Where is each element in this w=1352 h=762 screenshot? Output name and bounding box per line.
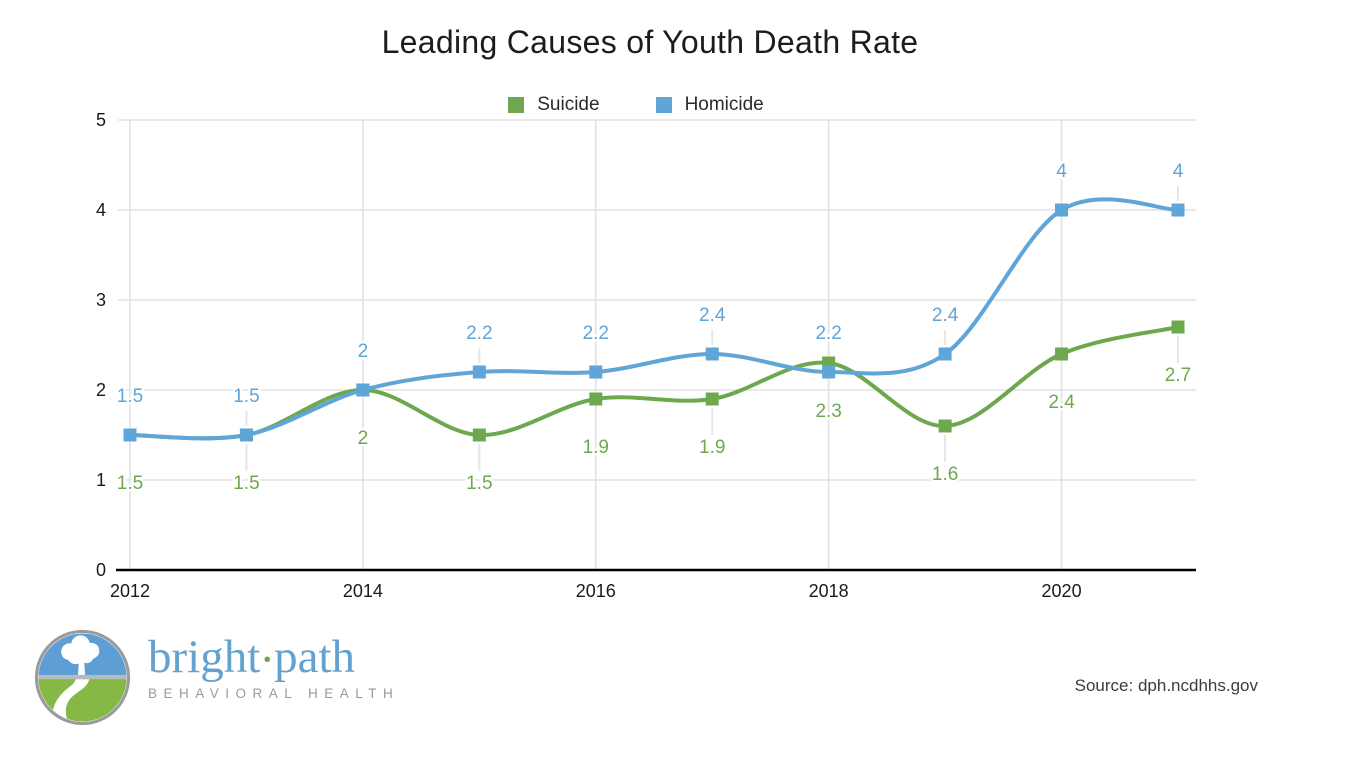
x-tick-label: 2020: [1042, 581, 1082, 601]
y-tick-label: 3: [96, 290, 106, 310]
homicide-data-label: 4: [1056, 161, 1067, 182]
suicide-data-label: 2: [358, 428, 369, 449]
suicide-data-label: 1.5: [233, 473, 259, 494]
suicide-data-label: 2.3: [815, 401, 841, 422]
suicide-data-label: 1.9: [583, 437, 609, 458]
logo-dot-icon: •: [263, 646, 272, 673]
y-tick-label: 5: [96, 110, 106, 130]
homicide-data-label: 4: [1173, 161, 1184, 182]
homicide-point-marker: [938, 347, 952, 361]
homicide-point-marker: [589, 365, 603, 379]
suicide-point-marker: [472, 428, 486, 442]
suicide-data-label: 1.6: [932, 464, 958, 485]
suicide-line: [128, 325, 1180, 441]
suicide-point-marker: [1171, 320, 1185, 334]
chart-title: Leading Causes of Youth Death Rate: [381, 24, 919, 60]
brightpath-logo: bright •path BEHAVIORAL HEALTH: [33, 628, 399, 727]
legend-item-homicide: Homicide: [655, 94, 764, 116]
homicide-swatch-icon: [655, 97, 672, 113]
chart-legend: Suicide Homicide: [0, 94, 1272, 116]
homicide-data-label: 1.5: [117, 386, 143, 407]
homicide-point-marker: [1171, 203, 1185, 217]
x-tick-label: 2018: [809, 581, 849, 601]
line-chart: 0 1 2 3 4 5 2012 2014 2016 2018 2020 1.5 1.5 2 1.5 1.9 1…: [96, 110, 1196, 601]
suicide-data-label: 2.7: [1165, 365, 1191, 386]
homicide-point-marker: [472, 365, 486, 379]
suicide-point-marker: [1055, 347, 1069, 361]
homicide-point-marker: [239, 428, 253, 442]
logo-word-bright: bright: [148, 631, 261, 683]
y-tick-label: 1: [96, 470, 106, 490]
logo-text: bright •path BEHAVIORAL HEALTH: [148, 628, 400, 702]
suicide-data-label: 1.5: [466, 473, 492, 494]
x-tick-label: 2014: [343, 581, 383, 601]
homicide-data-label: 2.4: [932, 305, 959, 326]
x-tick-label: 2012: [110, 581, 150, 601]
y-tick-label: 4: [96, 200, 106, 220]
logo-path-icon: [52, 679, 90, 722]
homicide-point-marker: [705, 347, 719, 361]
homicide-point-marker: [123, 428, 137, 442]
homicide-legend-label: Homicide: [684, 94, 764, 115]
homicide-point-marker: [1055, 203, 1069, 217]
logo-tree-icon: [61, 635, 100, 675]
suicide-point-marker: [589, 392, 603, 406]
suicide-swatch-icon: [508, 97, 525, 113]
logo-wordmark: bright •path: [148, 634, 399, 681]
logo-word-path: path: [274, 631, 356, 683]
suicide-legend-label: Suicide: [537, 94, 600, 115]
homicide-data-label: 1.5: [233, 386, 259, 407]
homicide-point-marker: [356, 383, 370, 397]
homicide-data-label: 2.4: [699, 305, 726, 326]
homicide-data-label: 2.2: [815, 323, 841, 344]
homicide-line: [128, 197, 1180, 441]
y-tick-label: 0: [96, 560, 106, 580]
source-text: Source: dph.ncdhhs.gov: [1074, 676, 1258, 695]
legend-item-suicide: Suicide: [508, 94, 600, 116]
brightpath-logo-icon: [34, 629, 131, 726]
homicide-data-label: 2: [358, 341, 369, 362]
suicide-point-marker: [938, 419, 952, 433]
logo-subtitle: BEHAVIORAL HEALTH: [148, 686, 400, 701]
suicide-point-marker: [705, 392, 719, 406]
suicide-data-label: 1.5: [117, 473, 143, 494]
x-tick-label: 2016: [576, 581, 616, 601]
suicide-data-label: 1.9: [699, 437, 725, 458]
suicide-data-label: 2.4: [1048, 392, 1075, 413]
homicide-point-marker: [822, 365, 836, 379]
y-tick-label: 2: [96, 380, 106, 400]
logo-horizon-line: [38, 674, 127, 680]
homicide-data-label: 2.2: [583, 323, 609, 344]
homicide-data-label: 2.2: [466, 323, 492, 344]
